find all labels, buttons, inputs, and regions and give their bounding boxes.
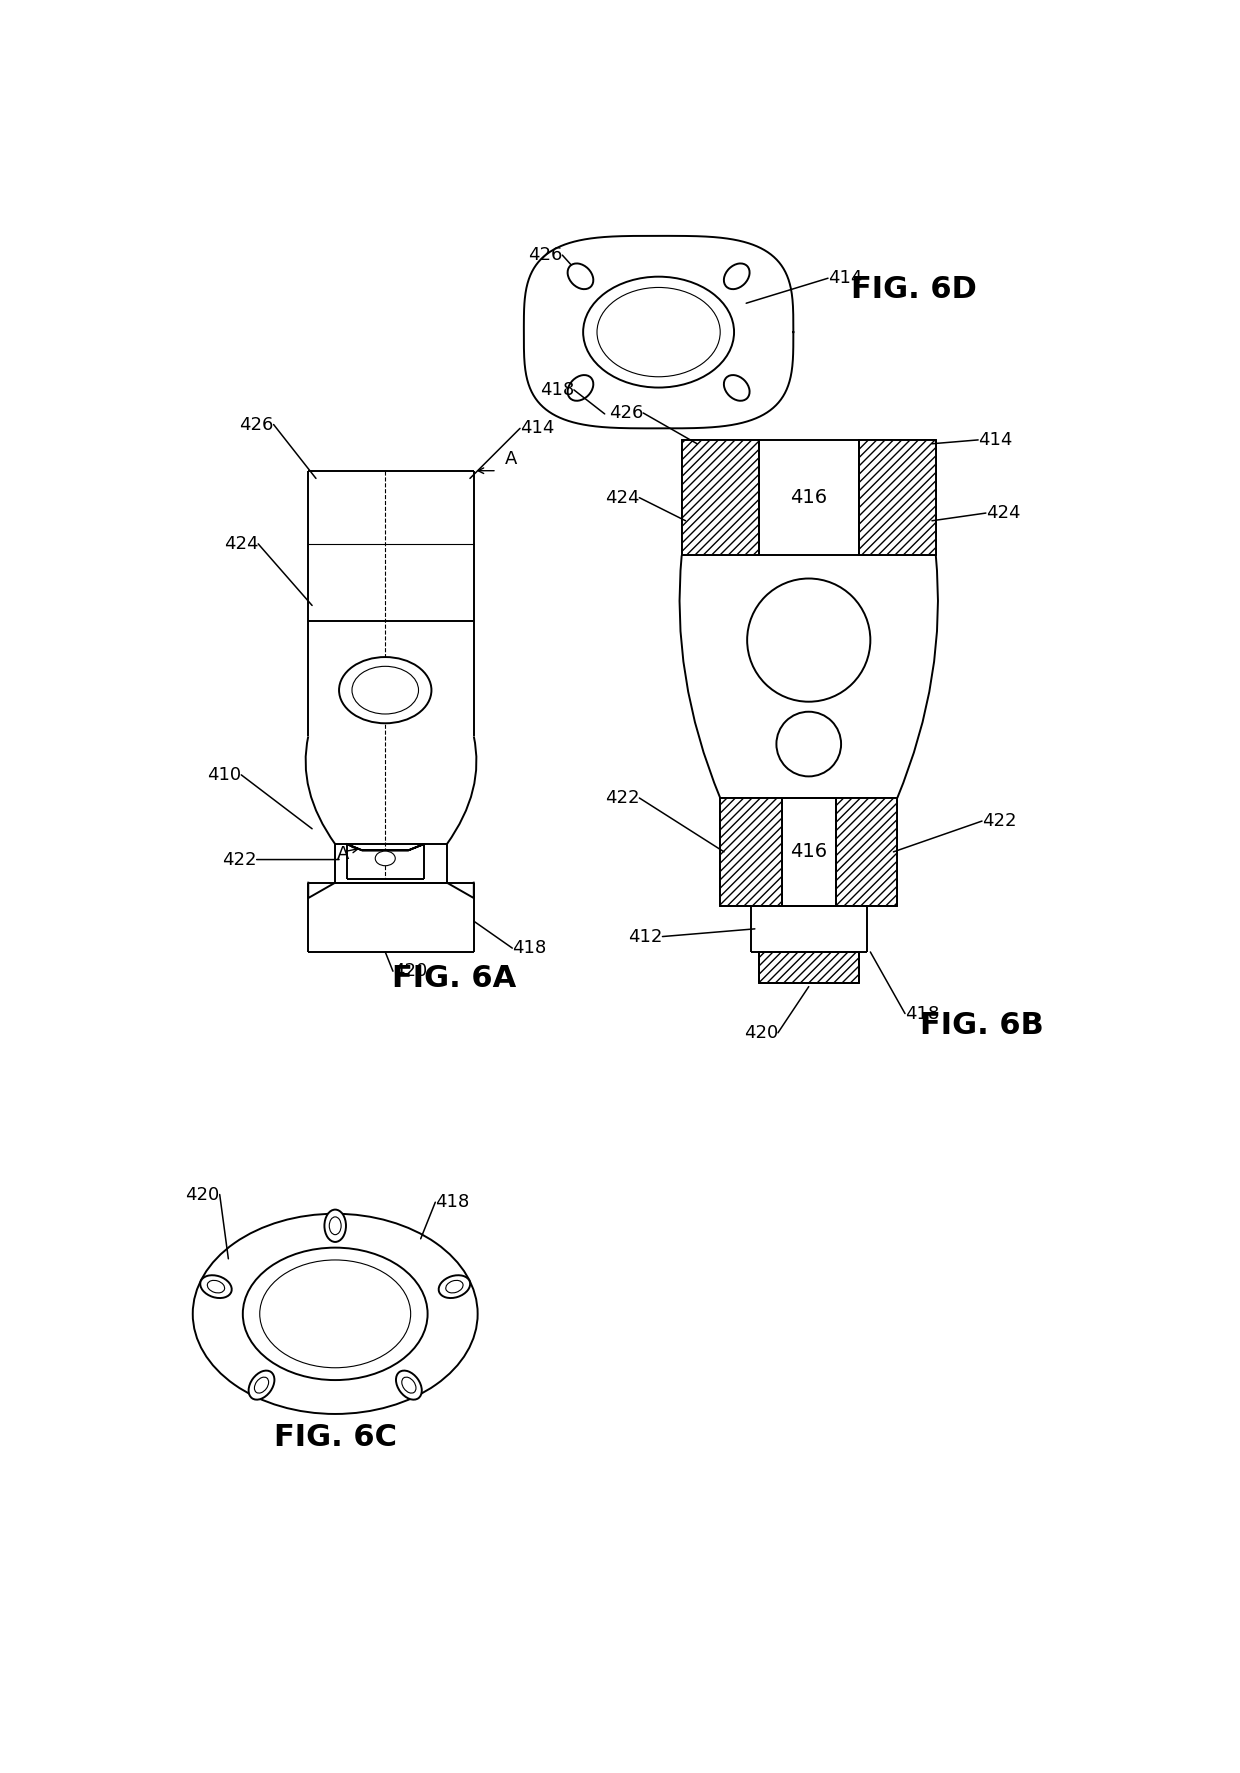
Text: 412: 412 [629,927,662,945]
Circle shape [748,578,870,702]
Ellipse shape [583,277,734,388]
Text: 416: 416 [790,842,827,862]
Text: 422: 422 [982,812,1017,830]
Text: 418: 418 [435,1193,470,1211]
Ellipse shape [325,1209,346,1241]
Ellipse shape [254,1378,269,1394]
Bar [682,440,759,555]
Ellipse shape [339,658,432,723]
Text: 416: 416 [316,1293,353,1312]
Text: 422: 422 [605,789,640,807]
Ellipse shape [568,264,593,289]
Ellipse shape [207,1280,224,1293]
Ellipse shape [192,1215,477,1413]
Text: 420: 420 [393,963,428,980]
Ellipse shape [439,1275,470,1298]
Ellipse shape [248,1371,274,1399]
Bar [859,440,936,555]
Text: 414: 414 [828,269,862,287]
Bar [720,798,781,906]
Text: FIG. 6B: FIG. 6B [920,1011,1044,1039]
Text: 420: 420 [744,1023,777,1043]
Ellipse shape [445,1280,463,1293]
Text: FIG. 6A: FIG. 6A [392,965,517,993]
Ellipse shape [259,1261,410,1367]
Text: 418: 418 [539,381,574,399]
Text: 418: 418 [512,940,547,957]
Text: 426: 426 [528,246,563,264]
Bar [759,952,859,982]
Text: 416: 416 [790,488,827,507]
Ellipse shape [200,1275,232,1298]
Text: 410: 410 [207,766,242,784]
Text: 424: 424 [223,535,258,553]
Ellipse shape [596,287,720,378]
Ellipse shape [376,851,396,865]
Ellipse shape [724,264,750,289]
Ellipse shape [568,376,593,401]
Text: 416: 416 [640,323,677,342]
Text: 420: 420 [186,1186,219,1204]
Text: A: A [505,450,517,468]
Text: 426: 426 [609,404,644,422]
Ellipse shape [396,1371,422,1399]
Text: 422: 422 [222,851,257,869]
Text: FIG. 6C: FIG. 6C [274,1422,397,1452]
Ellipse shape [330,1216,341,1234]
Ellipse shape [243,1248,428,1379]
Text: 424: 424 [986,504,1021,521]
Bar [836,798,898,906]
Text: 414: 414 [520,420,554,438]
Ellipse shape [724,376,750,401]
Text: A: A [337,846,350,863]
Text: 426: 426 [239,415,274,434]
Ellipse shape [402,1378,415,1394]
Circle shape [776,711,841,777]
Text: 414: 414 [978,431,1013,449]
Text: 424: 424 [605,489,640,507]
Text: 418: 418 [905,1005,939,1023]
Ellipse shape [352,667,419,715]
Text: FIG. 6D: FIG. 6D [851,275,977,305]
